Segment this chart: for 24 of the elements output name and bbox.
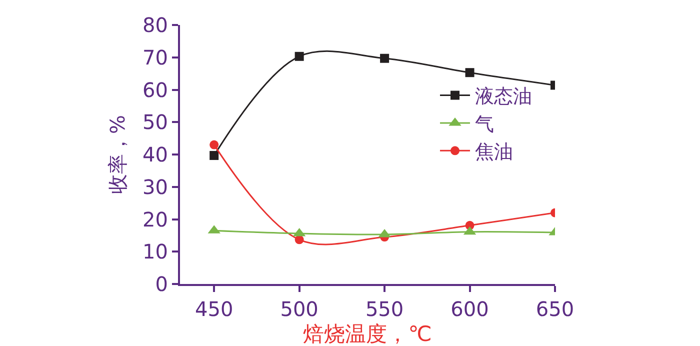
x-axis-title: 焙烧温度，℃ (303, 322, 432, 346)
y-tick-label: 80 (142, 13, 168, 37)
y-tick-label: 30 (142, 174, 168, 199)
point (210, 150, 219, 160)
x-tick-label: 450 (194, 297, 234, 321)
legend-label: 气 (475, 113, 494, 136)
point (294, 52, 304, 61)
y-tick-label: 0 (155, 272, 168, 296)
point (210, 140, 219, 150)
y-tick-label: 40 (142, 142, 168, 166)
y-tick-label: 60 (142, 78, 168, 102)
point (465, 68, 474, 78)
legend-label: 液态油 (475, 86, 532, 108)
y-tick-label: 70 (142, 45, 168, 70)
y-tick-label: 10 (142, 240, 168, 264)
legend-label: 焦油 (475, 141, 513, 164)
x-tick-label: 550 (365, 297, 404, 321)
y-axis-title: 收率，% (106, 114, 130, 194)
x-tick-label: 650 (536, 297, 574, 321)
x-tick-label: 600 (450, 297, 489, 321)
y-tick-label: 50 (142, 110, 168, 134)
y-tick-label: 20 (142, 207, 168, 232)
x-tick-label: 500 (280, 297, 318, 321)
point (380, 54, 390, 63)
